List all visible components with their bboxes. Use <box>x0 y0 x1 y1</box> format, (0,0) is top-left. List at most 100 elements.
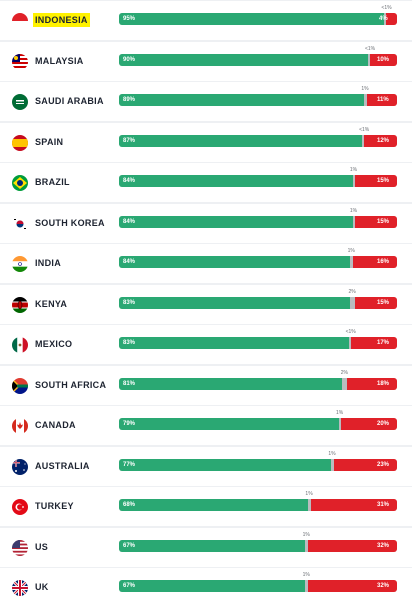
chart-row-turkey: TURKEY 68% 31% 1% <box>0 487 412 526</box>
value-label-dont-know: 1% <box>302 572 310 578</box>
bar-segment-dont-know <box>350 256 353 268</box>
chart-row-canada: CANADA 79% 20% 1% <box>0 406 412 445</box>
value-label-no: 17% <box>377 340 390 346</box>
bar-segment-no <box>355 215 397 228</box>
india-flag-icon <box>12 256 28 272</box>
chart-row-malaysia: MALAYSIA 90% 10% <1% <box>0 41 412 81</box>
value-label-no: 18% <box>377 380 390 387</box>
value-label-dont-know: <1% <box>364 45 376 52</box>
value-label-no: 15% <box>377 218 390 225</box>
chart-row-india: INDIA 84% 16% 1% <box>0 244 412 283</box>
chart-row-south-africa: SOUTH AFRICA 81% 18% 2% <box>0 365 412 405</box>
bar-segment-no <box>364 134 397 147</box>
bar-segment-yes <box>119 499 309 511</box>
value-label-yes: 95% <box>123 16 136 22</box>
stacked-bar-canada <box>119 418 397 430</box>
kenya-flag-icon <box>12 296 28 313</box>
value-label-dont-know: 1% <box>305 491 313 497</box>
indonesia-flag-icon <box>12 13 28 29</box>
stacked-bar-kenya <box>119 296 397 309</box>
value-label-yes: 68% <box>123 502 136 508</box>
value-label-no: 10% <box>377 56 390 63</box>
bar-segment-dont-know <box>305 539 309 552</box>
brazil-flag-icon <box>12 175 28 191</box>
turkey-flag-icon <box>12 499 28 515</box>
value-label-dont-know: <1% <box>345 329 356 335</box>
value-label-dont-know: 1% <box>349 167 358 173</box>
stacked-bar-indonesia <box>119 13 397 25</box>
country-label-spain: SPAIN <box>35 136 64 147</box>
country-label-kenya: KENYA <box>35 298 68 309</box>
bar-segment-no <box>350 337 397 349</box>
stacked-bar-india <box>119 256 397 268</box>
country-label-south-korea: SOUTH KOREA <box>35 217 105 228</box>
chart-row-mexico: MEXICO 83% 17% <1% <box>0 325 412 364</box>
malaysia-flag-icon <box>12 53 28 70</box>
value-label-no: 31% <box>377 502 390 508</box>
bar-segment-dont-know <box>341 377 348 390</box>
value-label-no: 32% <box>377 583 390 589</box>
value-label-no: 4% <box>379 16 388 22</box>
bar-segment-no <box>341 418 397 430</box>
stacked-bar-malaysia <box>119 53 397 66</box>
bar-segment-yes <box>119 539 306 552</box>
bar-segment-dont-know <box>349 296 356 309</box>
value-label-yes: 84% <box>123 178 136 184</box>
value-label-dont-know: <1% <box>381 5 392 11</box>
value-label-yes: 89% <box>123 97 136 103</box>
bar-segment-yes <box>119 458 331 471</box>
stacked-bar-south-korea <box>119 215 397 228</box>
country-label-indonesia: INDONESIA <box>33 13 90 27</box>
bar-segment-yes <box>119 296 350 309</box>
australia-flag-icon <box>12 458 28 475</box>
stacked-bar-australia <box>119 458 397 471</box>
value-label-dont-know: 1% <box>336 410 344 416</box>
value-label-dont-know: 1% <box>328 450 336 457</box>
bar-segment-dont-know <box>384 13 387 25</box>
value-label-yes: 84% <box>123 218 136 225</box>
bar-segment-no <box>386 13 397 25</box>
value-label-yes: 81% <box>123 380 136 387</box>
country-label-canada: CANADA <box>35 420 76 430</box>
country-label-turkey: TURKEY <box>35 501 74 511</box>
chart-row-saudi-arabia: SAUDI ARABIA 89% 11% 1% <box>0 82 412 121</box>
country-label-india: INDIA <box>35 258 61 268</box>
value-label-no: 11% <box>377 97 389 103</box>
value-label-yes: 83% <box>123 299 136 306</box>
stacked-bar-turkey <box>119 499 397 511</box>
bar-segment-yes <box>119 53 368 66</box>
bar-segment-yes <box>119 256 351 268</box>
bar-segment-no <box>352 256 397 268</box>
value-label-no: 16% <box>377 259 390 265</box>
country-label-south-africa: SOUTH AFRICA <box>35 379 107 390</box>
bar-segment-yes <box>119 134 363 147</box>
bar-segment-no <box>308 580 397 592</box>
mexico-flag-icon <box>12 337 28 353</box>
bar-segment-yes <box>119 337 349 349</box>
chart-row-us: US 67% 32% 1% <box>0 527 412 567</box>
stacked-bar-spain <box>119 134 397 147</box>
value-label-yes: 77% <box>123 461 136 468</box>
stacked-bar-south-africa <box>119 377 397 390</box>
stacked-bar-uk <box>119 580 397 592</box>
south-korea-flag-icon <box>12 215 28 232</box>
value-label-yes: 83% <box>123 340 136 346</box>
bar-segment-dont-know <box>367 53 370 66</box>
stacked-bar-saudi-arabia <box>119 94 397 106</box>
country-label-brazil: BRAZIL <box>35 177 70 187</box>
south-africa-flag-icon <box>12 377 28 394</box>
bar-segment-yes <box>119 418 339 430</box>
uk-flag-icon <box>12 580 28 596</box>
bar-segment-dont-know <box>305 580 309 592</box>
value-label-no: 12% <box>377 137 390 144</box>
bar-segment-dont-know <box>363 94 367 106</box>
bar-segment-no <box>310 499 397 511</box>
bar-segment-dont-know <box>352 215 356 228</box>
value-label-dont-know: 1% <box>347 248 355 254</box>
stacked-bar-us <box>119 539 397 552</box>
bar-segment-no <box>369 53 397 66</box>
value-label-dont-know: 2% <box>348 288 356 295</box>
bar-segment-yes <box>119 215 353 228</box>
country-label-us: US <box>35 541 49 552</box>
